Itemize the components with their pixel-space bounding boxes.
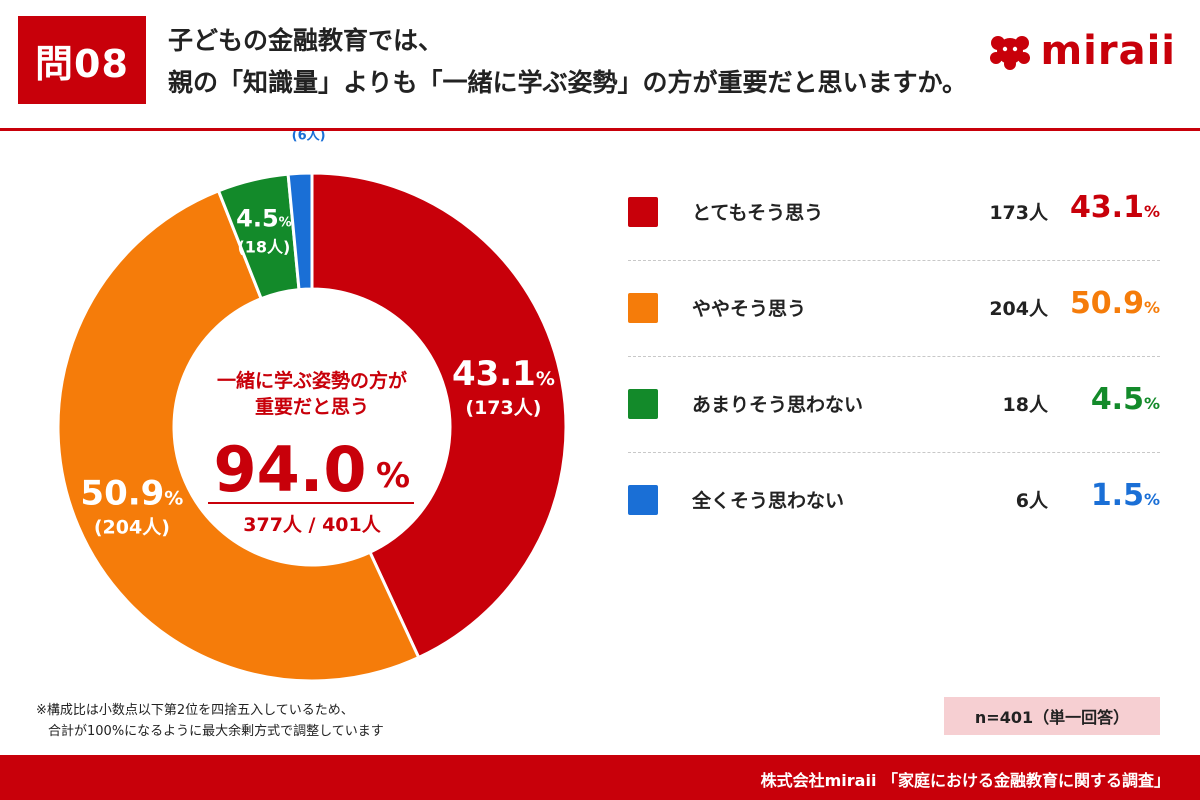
center-count: 377人 / 401人: [243, 514, 381, 536]
legend-label: とてもそう思う: [692, 202, 824, 224]
question-number-badge: 問08: [18, 16, 146, 104]
legend-swatch: [628, 389, 658, 419]
center-label-line-2: 重要だと思う: [255, 396, 369, 418]
footer-bar: 株式会社miraii 「家庭における金融教育に関する調査」: [0, 755, 1200, 800]
center-value: 94.0: [214, 433, 367, 506]
footnote-line-2: 合計が100%になるように最大余剰方式で調整しています: [48, 724, 384, 739]
legend-label: 全くそう思わない: [692, 490, 845, 512]
legend: とてもそう思う 173人 43.1% ややそう思う 204人 50.9% あまり…: [628, 165, 1160, 548]
center-label-line-1: 一緒に学ぶ姿勢の方が: [217, 369, 407, 392]
footnote-line-1: ※構成比は小数点以下第2位を四捨五入しているため、: [36, 703, 354, 718]
footnote: ※構成比は小数点以下第2位を四捨五入しているため、 合計が100%になるように最…: [36, 700, 384, 742]
center-value-unit: %: [376, 456, 410, 496]
legend-item: あまりそう思わない 18人 4.5%: [628, 357, 1160, 453]
legend-count: 204人: [989, 298, 1048, 320]
legend-label: あまりそう思わない: [692, 394, 864, 416]
page-title: 子どもの金融教育では、 親の「知識量」よりも「一緒に学ぶ姿勢」の方が重要だと思い…: [168, 20, 967, 104]
legend-percent: 1.5%: [1090, 478, 1160, 513]
company-logo: miraii: [988, 28, 1176, 74]
slice-value-label: 4.5%: [236, 205, 292, 233]
legend-item: ややそう思う 204人 50.9%: [628, 261, 1160, 357]
title-line-2: 親の「知識量」よりも「一緒に学ぶ姿勢」の方が重要だと思いますか。: [168, 68, 968, 97]
logo-text: miraii: [1040, 28, 1176, 74]
header-divider: [0, 128, 1200, 131]
donut-chart: 43.1%(173人)50.9%(204人)4.5%(18人)1.5%(6人) …: [56, 131, 568, 683]
legend-swatch: [628, 293, 658, 323]
legend-percent: 50.9%: [1069, 286, 1160, 321]
slice-somewhat-agree: [56, 188, 421, 683]
center-summary: 一緒に学ぶ姿勢の方が 重要だと思う 94.0 % 377人 / 401人: [208, 369, 414, 536]
legend-swatch: [628, 485, 658, 515]
legend-item: とてもそう思う 173人 43.1%: [628, 165, 1160, 261]
legend-percent: 43.1%: [1069, 190, 1160, 225]
legend-item: 全くそう思わない 6人 1.5%: [628, 453, 1160, 548]
legend-percent: 4.5%: [1090, 382, 1160, 417]
slice-strongly-disagree: [286, 171, 314, 292]
slice-value-label: 50.9%: [80, 473, 183, 513]
legend-swatch: [628, 197, 658, 227]
legend-count: 18人: [1002, 394, 1048, 416]
legend-count: 6人: [1015, 490, 1048, 512]
slice-count-label: (173人): [465, 397, 541, 419]
slice-strongly-agree: [310, 171, 568, 660]
slice-value-label: 43.1%: [452, 354, 555, 394]
sample-size-badge: n=401（単一回答）: [944, 697, 1160, 735]
slice-count-label: (204人): [94, 516, 170, 538]
legend-count: 173人: [989, 202, 1048, 224]
slice-count-label: (6人): [292, 131, 326, 143]
footer-source: 株式会社miraii 「家庭における金融教育に関する調査」: [760, 771, 1170, 790]
logo-mark-icon: [990, 36, 1031, 70]
legend-label: ややそう思う: [692, 298, 807, 320]
slice-count-label: (18人): [237, 238, 290, 257]
title-line-1: 子どもの金融教育では、: [168, 26, 444, 55]
